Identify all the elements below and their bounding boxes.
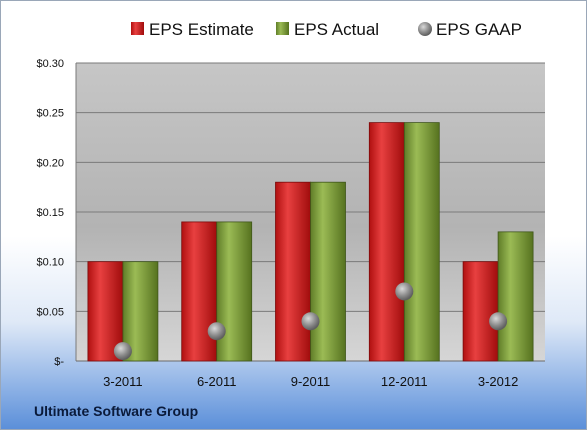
y-tick-label: $- [54, 356, 64, 368]
eps-actual-bar [122, 261, 159, 362]
legend-swatch-eps-estimate [131, 22, 144, 35]
x-tick-label: 12-2011 [381, 374, 428, 389]
y-tick-label: $0.30 [36, 58, 64, 70]
y-axis-ticks: $- $0.05 $0.10 $0.15 $0.20 $0.25 $0.30 [36, 58, 64, 368]
eps-gaap-marker [207, 322, 226, 341]
y-tick-label: $0.05 [36, 306, 64, 318]
eps-gaap-marker [395, 282, 414, 301]
legend-swatch-eps-actual [276, 22, 289, 35]
legend-label: EPS Actual [294, 20, 379, 39]
eps-gaap-marker [489, 312, 508, 331]
eps-actual-bar [216, 221, 253, 362]
y-tick-label: $0.25 [36, 108, 64, 120]
eps-estimate-bar [275, 181, 311, 362]
y-tick-label: $0.20 [36, 157, 64, 169]
eps-actual-bar [310, 181, 346, 362]
x-tick-label: 3-2012 [478, 374, 518, 389]
x-tick-label: 9-2011 [291, 374, 331, 389]
eps-estimate-bar [462, 261, 499, 362]
gaap-markers [113, 282, 508, 361]
eps-estimate-bar [181, 221, 218, 362]
legend-label: EPS Estimate [149, 20, 254, 39]
legend-label: EPS GAAP [436, 20, 522, 39]
eps-actual-bar [403, 122, 440, 362]
eps-actual-bar [497, 231, 534, 362]
x-tick-label: 6-2011 [197, 374, 237, 389]
bars [87, 122, 534, 362]
eps-gaap-marker [301, 312, 320, 331]
x-tick-label: 3-2011 [103, 374, 143, 389]
eps-estimate-bar [368, 122, 405, 362]
y-tick-label: $0.10 [36, 257, 64, 269]
eps-gaap-marker [113, 342, 132, 361]
y-tick-label: $0.15 [36, 207, 64, 219]
legend-swatch-eps-gaap [418, 22, 432, 36]
legend: EPS Estimate EPS Actual EPS GAAP [131, 20, 522, 39]
company-name: Ultimate Software Group [34, 403, 199, 419]
x-axis-ticks: 3-2011 6-2011 9-2011 12-2011 3-2012 [103, 374, 518, 389]
